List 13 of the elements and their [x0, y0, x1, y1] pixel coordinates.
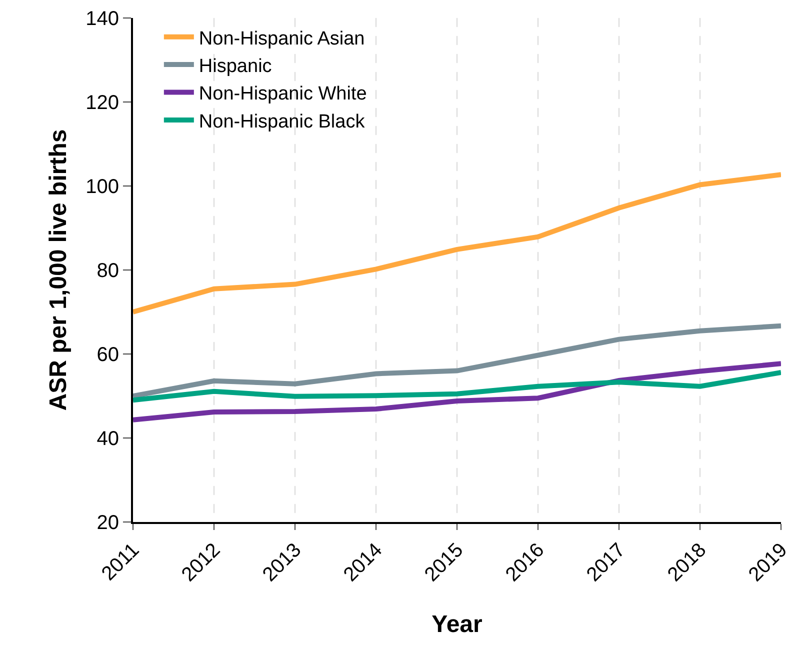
y-tick-label: 20	[96, 512, 119, 534]
legend-label: Non-Hispanic Asian	[198, 28, 365, 50]
y-tick-label: 140	[86, 8, 119, 30]
y-tick-label: 100	[86, 176, 119, 198]
y-tick-label: 120	[86, 92, 119, 114]
y-tick-label: 40	[96, 428, 119, 450]
x-axis-title: Year	[432, 610, 482, 638]
y-axis-title: ASR per 1,000 live births	[45, 129, 72, 411]
y-tick-label: 80	[96, 260, 119, 282]
legend-label: Hispanic	[198, 56, 272, 77]
legend-label: Non-Hispanic White	[198, 84, 367, 105]
y-tick-label: 60	[96, 344, 119, 366]
legend-label: Non-Hispanic Black	[198, 111, 366, 132]
